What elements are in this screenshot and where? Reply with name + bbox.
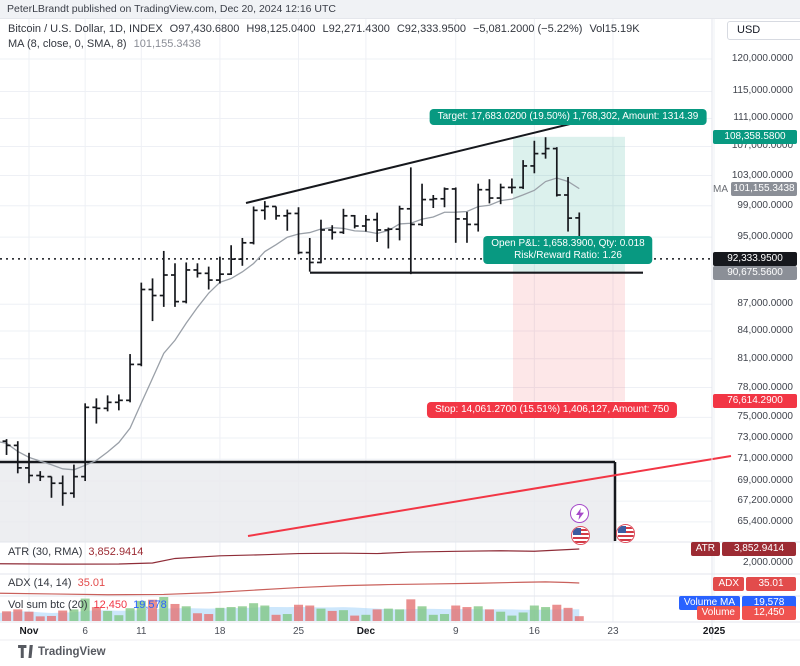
time-axis-label: 11 (136, 626, 147, 637)
economic-event-lightning-icon[interactable] (570, 504, 589, 523)
ma-line (0, 177, 580, 471)
trendline-drawings (0, 123, 732, 541)
price-axis-label: 115,000.0000 (732, 85, 793, 97)
symbol-legend: Bitcoin / U.S. Dollar, 1D, INDEX O97,430.… (8, 23, 647, 35)
tradingview-logo[interactable]: TradingView (18, 645, 106, 658)
time-axis-label: 25 (292, 626, 305, 637)
ma-badge-value: 101,155.3438 (731, 182, 797, 197)
ma-legend: MA (8, close, 0, SMA, 8) 101,155.3438 (8, 38, 208, 50)
atr-chip-value: 3,852.9414 (722, 542, 796, 556)
adx-axis-badge: ADX 35.01 (640, 577, 796, 591)
long-position-target-badge[interactable]: Target: 17,683.0200 (19.50%) 1,768,302, … (429, 109, 707, 125)
ma-badge-prefix: MA (713, 183, 728, 195)
volume-value: 12,450 (93, 599, 128, 611)
currency-toggle-button[interactable]: USD (727, 21, 800, 40)
entry-price-axis-badge: 90,675.5600 (713, 265, 797, 280)
volume-legend: Vol sum btc (20) 12,450 19,578 (8, 599, 173, 611)
time-axis-label: 6 (82, 626, 88, 637)
atr-scale-label: 2,000.0000 (742, 557, 793, 568)
volume-bars (2, 597, 584, 621)
time-axis-label: 23 (607, 626, 619, 637)
ma-price-axis-badge: MA 101,155.3438 (713, 182, 797, 197)
price-axis-label: 78,000.0000 (737, 381, 793, 393)
atr-title: ATR (30, RMA) (8, 546, 83, 558)
price-axis-label: 107,000.0000 (731, 140, 793, 152)
adx-title: ADX (14, 14) (8, 577, 72, 589)
price-axis-label: 67,200.0000 (737, 495, 793, 507)
price-axis-label: 71,000.0000 (737, 453, 793, 465)
gray-range-box (0, 462, 615, 542)
long-position-tool (513, 136, 625, 402)
price-axis-label: 87,000.0000 (737, 298, 793, 310)
price-axis-label: 95,000.0000 (737, 231, 793, 243)
time-axis-label: 16 (528, 626, 540, 637)
price-axis-label: 84,000.0000 (737, 325, 793, 336)
ma-legend-title: MA (8, close, 0, SMA, 8) (8, 38, 127, 50)
atr-chip-label: ATR (690, 542, 720, 556)
ohlc-close: C92,333.9500 (396, 23, 466, 35)
ohlc-high: H98,125.0400 (246, 23, 316, 35)
price-axis-label: 65,400.0000 (737, 515, 793, 527)
indicator-lines (0, 548, 580, 596)
volume-chip-value: 12,450 (742, 606, 796, 620)
volume-chip-label: Volume (696, 606, 740, 620)
risk-reward-line2: Risk/Reward Ratio: 1.26 (514, 250, 622, 261)
openpnl-line1: Open P&L: 1,658.3900, Qty: 0.018 (491, 238, 645, 249)
price-bars (2, 137, 584, 506)
long-position-openpnl-badge[interactable]: Open P&L: 1,658.3900, Qty: 0.018 Risk/Re… (483, 236, 653, 264)
target-price-axis-badge: 108,358.5800 (713, 129, 797, 144)
symbol-title: Bitcoin / U.S. Dollar, 1D, INDEX (8, 23, 163, 35)
volume-readout: Vol15.19K (589, 23, 640, 35)
price-axis-label: 120,000.0000 (731, 53, 793, 64)
time-axis-label: Dec (356, 626, 376, 637)
time-axis-label: 18 (214, 626, 226, 637)
price-axis-label: 103,000.0000 (731, 169, 793, 181)
long-position-stop-badge[interactable]: Stop: 14,061.2700 (15.51%) 1,406,127, Am… (426, 402, 678, 418)
volume-axis-badge: Volume 12,450 (640, 606, 796, 620)
ohlc-change: −5,081.2000 (−5.22%) (472, 23, 583, 35)
price-axis-label: 75,000.0000 (737, 411, 793, 423)
ohlc-low: L92,271.4300 (322, 23, 390, 35)
adx-chip-label: ADX (713, 577, 744, 591)
atr-value: 3,852.9414 (88, 546, 144, 558)
tradingview-logo-text: TradingView (38, 645, 106, 658)
us-flag-event-icon[interactable] (571, 526, 590, 545)
adx-chip-value: 35.01 (746, 577, 796, 591)
adx-value: 35.01 (77, 577, 106, 589)
volume-ma-value: 19,578 (133, 599, 167, 611)
price-axis-label: 81,000.0000 (737, 352, 793, 364)
last-price-axis-badge: 92,333.9500 (713, 251, 797, 266)
price-axis-label: 69,000.0000 (737, 475, 793, 487)
time-axis-label: 2025 (702, 626, 726, 637)
volume-title: Vol sum btc (20) (8, 599, 88, 611)
stop-price-axis-badge: 76,614.2900 (713, 394, 797, 409)
pane-separators (0, 19, 800, 641)
adx-legend: ADX (14, 14) 35.01 (8, 577, 111, 589)
atr-axis-badge: ATR 3,852.9414 (640, 542, 796, 556)
time-axis-label: 9 (452, 626, 459, 637)
price-axis-label: 111,000.0000 (733, 112, 793, 124)
us-flag-event-icon[interactable] (616, 524, 635, 543)
price-axis-label: 73,000.0000 (737, 432, 793, 444)
publish-info: PeterLBrandt published on TradingView.co… (7, 3, 337, 15)
ohlc-open: O97,430.6800 (169, 23, 240, 35)
price-axis-label: 99,000.0000 (737, 199, 793, 211)
time-axis-label: Nov (19, 626, 39, 637)
ma-legend-value: 101,155.3438 (133, 38, 201, 50)
publish-info-bar: PeterLBrandt published on TradingView.co… (0, 0, 800, 19)
tradingview-logo-icon (18, 645, 33, 658)
atr-legend: ATR (30, RMA) 3,852.9414 (8, 546, 149, 558)
